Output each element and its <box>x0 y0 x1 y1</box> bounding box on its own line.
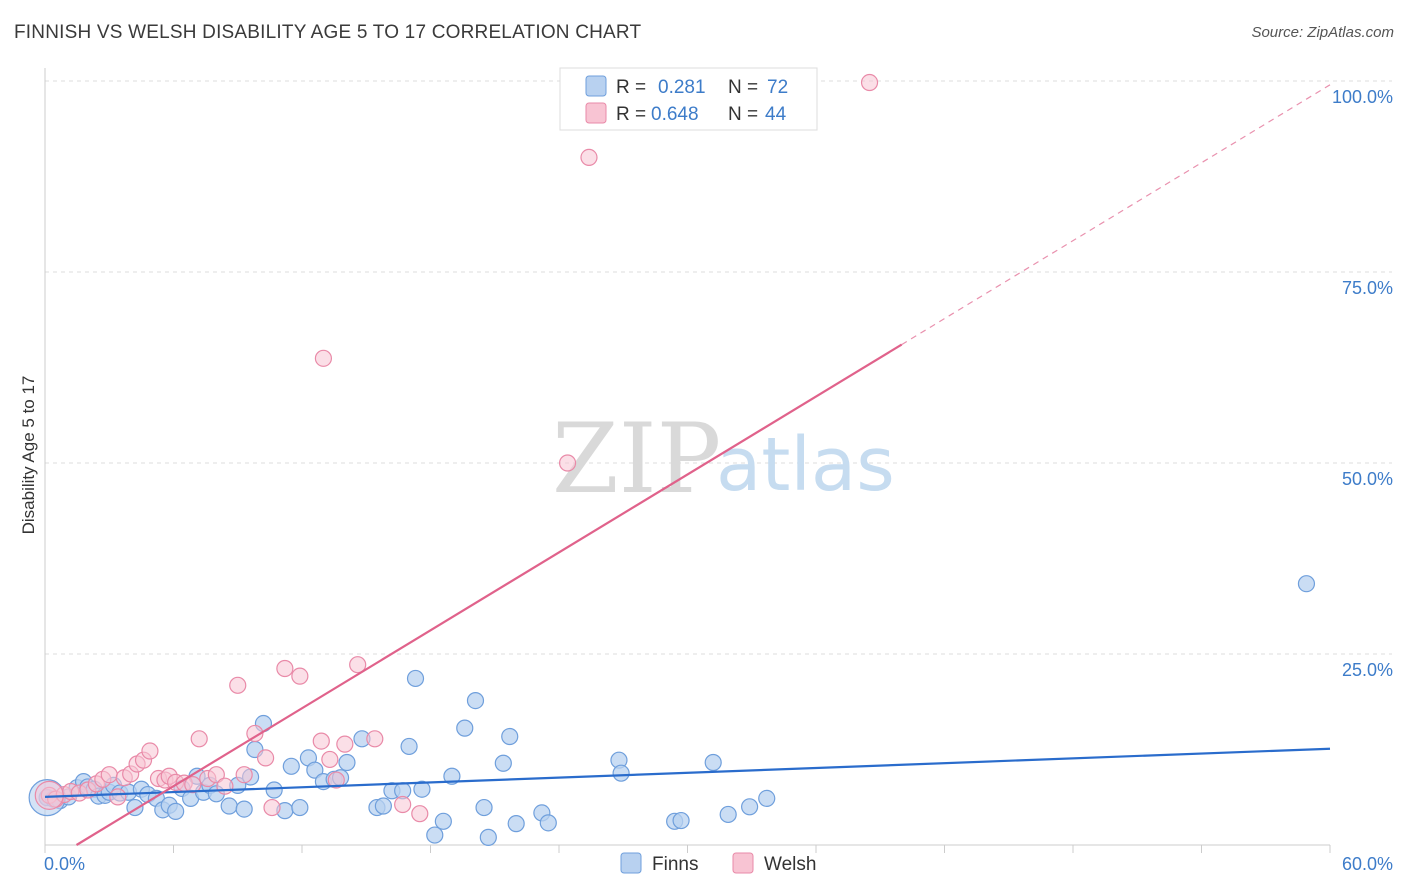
legend-welsh-swatch <box>732 852 754 874</box>
series-legend: Finns Welsh <box>620 852 816 875</box>
finns-point <box>291 798 309 817</box>
welsh-point <box>263 798 281 817</box>
finns-point <box>1297 575 1316 593</box>
finns-point <box>443 767 461 785</box>
welsh-point <box>246 724 264 743</box>
finns-point <box>539 814 557 832</box>
tick-labels: 25.0% 50.0% 75.0% 100.0% 0.0% 60.0% <box>44 87 1393 874</box>
finns-point <box>434 812 452 830</box>
finns-point <box>475 798 493 817</box>
welsh-point <box>216 777 234 795</box>
y-tick-label-100: 100.0% <box>1332 87 1393 107</box>
finns-point <box>167 802 185 820</box>
welsh-point <box>109 788 127 806</box>
welsh-point <box>558 454 577 472</box>
legend-welsh-label: Welsh <box>764 854 816 875</box>
finns-point <box>741 798 759 816</box>
finns-point <box>466 692 485 710</box>
source-label: Source: ZipAtlas.com <box>1251 24 1394 41</box>
finns-r-value: 0.281 <box>658 77 706 98</box>
finns-point <box>612 764 630 782</box>
welsh-trend-line <box>75 343 903 846</box>
welsh-point <box>100 766 118 784</box>
welsh-trend-extension <box>901 84 1331 346</box>
welsh-point <box>190 730 208 748</box>
finns-swatch <box>585 75 607 97</box>
welsh-point <box>207 766 225 784</box>
watermark-zip: ZIP <box>552 403 721 515</box>
welsh-point <box>860 73 879 92</box>
finns-point <box>406 669 425 688</box>
welsh-point <box>235 766 253 784</box>
finns-point <box>507 815 525 833</box>
finns-point <box>338 753 356 772</box>
finns-point <box>374 797 392 815</box>
chart-title: FINNISH VS WELSH DISABILITY AGE 5 TO 17 … <box>14 22 642 43</box>
legend-finns-label: Finns <box>652 854 698 875</box>
welsh-point <box>336 735 354 753</box>
welsh-point <box>141 742 159 760</box>
welsh-point <box>411 805 429 823</box>
welsh-point <box>229 676 247 694</box>
axes <box>44 68 1331 853</box>
finns-point <box>672 811 690 830</box>
finns-point <box>758 789 776 807</box>
finns-point <box>456 719 474 737</box>
series-finns-points <box>28 575 1316 846</box>
finns-point <box>220 797 238 815</box>
welsh-point <box>184 776 202 794</box>
welsh-r-label: R = <box>616 104 646 125</box>
finns-trend-line <box>44 747 1331 798</box>
legend-finns-swatch <box>620 852 642 874</box>
finns-point <box>494 754 512 772</box>
grid <box>45 80 1392 655</box>
x-tick-label-60: 60.0% <box>1342 854 1393 874</box>
welsh-point <box>366 730 384 748</box>
finns-n-value: 72 <box>767 77 788 98</box>
stats-legend: R = 0.281 N = 72 R = 0.648 N = 44 <box>559 67 818 131</box>
finns-n-label: N = <box>728 77 758 98</box>
y-axis-label: Disability Age 5 to 17 <box>19 376 38 535</box>
finns-point <box>704 753 722 772</box>
finns-point <box>719 805 737 824</box>
welsh-point <box>580 148 598 166</box>
finns-r-label: R = <box>616 77 646 98</box>
finns-point <box>479 828 497 846</box>
welsh-swatch <box>585 102 607 124</box>
welsh-n-value: 44 <box>765 104 787 125</box>
welsh-point <box>276 659 294 678</box>
welsh-n-label: N = <box>728 104 758 125</box>
trend-lines <box>44 84 1331 846</box>
y-tick-label-50: 50.0% <box>1342 469 1393 489</box>
welsh-point <box>291 667 309 685</box>
welsh-point <box>394 795 412 814</box>
welsh-point <box>349 656 367 674</box>
welsh-point <box>321 750 339 769</box>
finns-point <box>426 826 444 844</box>
welsh-point <box>312 732 330 750</box>
x-tick-label-0: 0.0% <box>44 854 85 874</box>
finns-point <box>413 780 431 798</box>
y-tick-label-25: 25.0% <box>1342 660 1393 680</box>
finns-point <box>306 761 324 779</box>
welsh-point <box>256 749 275 767</box>
finns-point <box>400 737 418 756</box>
y-tick-label-75: 75.0% <box>1342 278 1393 298</box>
series-welsh-points <box>34 73 879 823</box>
welsh-point <box>314 349 333 367</box>
welsh-point <box>327 771 345 789</box>
welsh-r-value: 0.648 <box>651 104 699 125</box>
finns-point <box>235 800 253 818</box>
watermark-atlas: atlas <box>716 422 895 508</box>
finns-point <box>501 727 519 746</box>
finns-point <box>282 757 300 775</box>
finns-point <box>265 781 283 799</box>
